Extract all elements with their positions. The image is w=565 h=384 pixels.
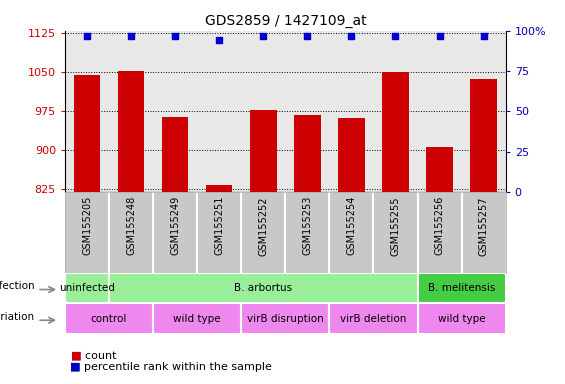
Text: GSM155254: GSM155254 [346,196,357,255]
Point [435,33,444,39]
Point [479,33,488,39]
Title: GDS2859 / 1427109_at: GDS2859 / 1427109_at [205,14,366,28]
Text: ■ percentile rank within the sample: ■ percentile rank within the sample [70,362,272,372]
Text: genotype/variation: genotype/variation [0,312,34,322]
Text: GSM155249: GSM155249 [170,196,180,255]
Bar [294,115,320,192]
Text: control: control [91,314,127,324]
Bar [383,72,408,192]
Bar [418,273,506,303]
Bar [162,117,188,192]
Text: infection: infection [0,281,34,291]
Bar [65,303,153,334]
Point [347,33,356,39]
Bar [329,303,418,334]
Text: GSM155251: GSM155251 [214,196,224,255]
Text: wild type: wild type [438,314,485,324]
Bar [471,79,497,192]
Bar [418,303,506,334]
Text: wild type: wild type [173,314,221,324]
Text: GSM155255: GSM155255 [390,196,401,255]
Text: virB deletion: virB deletion [340,314,407,324]
Text: B. arbortus: B. arbortus [234,283,292,293]
Bar [250,110,276,192]
Bar [427,147,453,192]
Text: GSM155248: GSM155248 [126,196,136,255]
Text: GSM155257: GSM155257 [479,196,489,255]
Point [171,33,180,39]
Bar [241,303,329,334]
Bar [118,71,144,192]
Point [391,33,400,39]
Text: B. melitensis: B. melitensis [428,283,496,293]
Bar [206,185,232,192]
Bar [65,273,109,303]
Point [259,33,268,39]
Text: virB disruption: virB disruption [247,314,324,324]
Text: ■ count: ■ count [71,350,116,360]
Text: uninfected: uninfected [59,283,115,293]
Text: ■: ■ [70,362,81,372]
Point [82,33,92,39]
Text: GSM155205: GSM155205 [82,196,92,255]
Text: GSM155256: GSM155256 [434,196,445,255]
Point [303,33,312,39]
Text: GSM155252: GSM155252 [258,196,268,255]
Bar [338,118,364,192]
Bar [153,303,241,334]
Point [215,37,224,43]
Bar [109,273,418,303]
Bar [74,75,100,192]
Point [127,33,136,39]
Text: GSM155253: GSM155253 [302,196,312,255]
Text: ■: ■ [71,350,81,360]
